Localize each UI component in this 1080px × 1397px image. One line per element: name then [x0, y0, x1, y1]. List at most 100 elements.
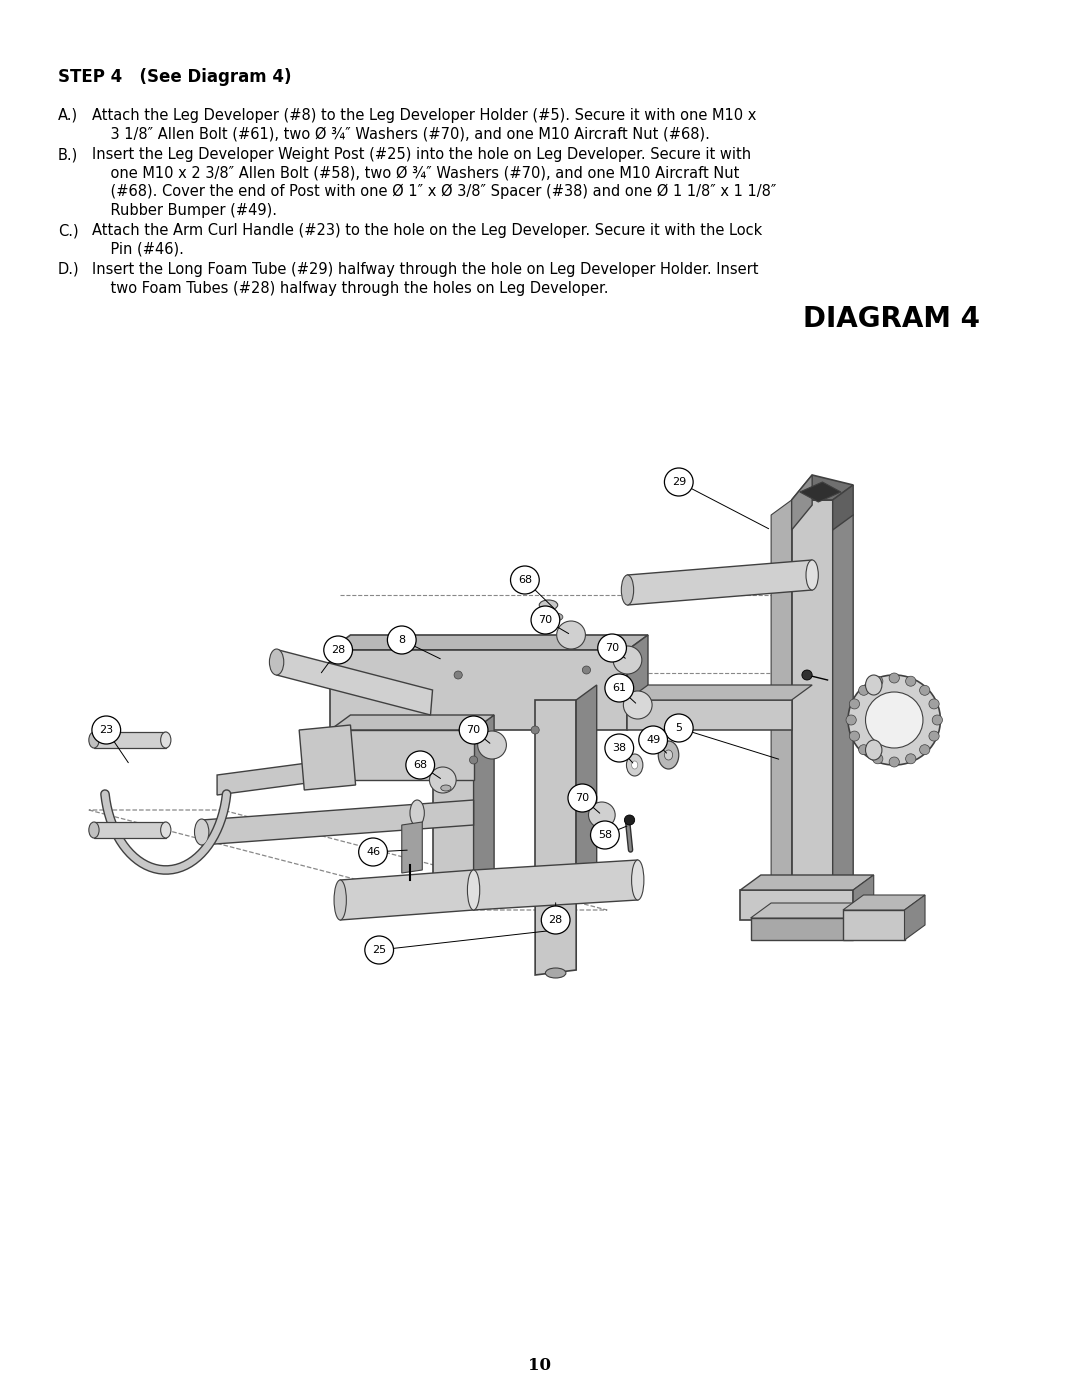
Polygon shape — [330, 636, 648, 650]
Circle shape — [623, 692, 652, 719]
Circle shape — [859, 745, 869, 754]
Text: Rubber Bumper (#49).: Rubber Bumper (#49). — [92, 203, 276, 218]
Circle shape — [664, 714, 693, 742]
Text: C.): C.) — [58, 224, 79, 237]
Ellipse shape — [194, 819, 208, 845]
Polygon shape — [741, 875, 874, 890]
Polygon shape — [94, 732, 166, 747]
Ellipse shape — [161, 821, 171, 838]
Text: Attach the Arm Curl Handle (#23) to the hole on the Leg Developer. Secure it wit: Attach the Arm Curl Handle (#23) to the … — [92, 224, 762, 237]
Ellipse shape — [626, 754, 643, 775]
Ellipse shape — [468, 870, 480, 909]
Circle shape — [664, 468, 693, 496]
Ellipse shape — [659, 740, 678, 768]
Text: D.): D.) — [58, 263, 80, 277]
Text: STEP 4   (See Diagram 4): STEP 4 (See Diagram 4) — [58, 68, 292, 87]
Circle shape — [865, 692, 923, 747]
Text: Pin (#46).: Pin (#46). — [92, 242, 184, 257]
Circle shape — [889, 757, 900, 767]
Text: 5: 5 — [675, 724, 683, 733]
Circle shape — [359, 838, 388, 866]
Polygon shape — [330, 715, 494, 731]
Circle shape — [597, 634, 626, 662]
Circle shape — [568, 784, 597, 812]
Circle shape — [624, 814, 635, 826]
Polygon shape — [853, 875, 874, 921]
Text: (#68). Cover the end of Post with one Ø 1″ x Ø 3/8″ Spacer (#38) and one Ø 1 1/8: (#68). Cover the end of Post with one Ø … — [92, 184, 777, 200]
Polygon shape — [473, 861, 637, 909]
Polygon shape — [330, 731, 473, 780]
Circle shape — [638, 726, 667, 754]
Ellipse shape — [549, 613, 563, 622]
Circle shape — [929, 731, 940, 740]
Ellipse shape — [161, 732, 171, 747]
Polygon shape — [627, 700, 792, 731]
Circle shape — [541, 907, 570, 935]
Polygon shape — [94, 821, 166, 838]
Polygon shape — [627, 685, 812, 700]
Polygon shape — [627, 560, 812, 605]
Polygon shape — [842, 909, 905, 940]
Circle shape — [849, 698, 860, 708]
Text: two Foam Tubes (#28) halfway through the holes on Leg Developer.: two Foam Tubes (#28) halfway through the… — [92, 281, 608, 296]
Ellipse shape — [865, 675, 882, 694]
Text: 3 1/8″ Allen Bolt (#61), two Ø ¾″ Washers (#70), and one M10 Aircraft Nut (#68).: 3 1/8″ Allen Bolt (#61), two Ø ¾″ Washer… — [92, 127, 710, 141]
Circle shape — [889, 673, 900, 683]
Circle shape — [531, 606, 559, 634]
Circle shape — [859, 686, 869, 696]
Text: 49: 49 — [646, 735, 660, 745]
Polygon shape — [536, 700, 577, 880]
Text: 70: 70 — [605, 643, 619, 652]
Text: 29: 29 — [672, 476, 686, 488]
Polygon shape — [792, 475, 853, 500]
Text: 70: 70 — [538, 615, 553, 624]
Circle shape — [511, 566, 539, 594]
Circle shape — [605, 733, 634, 761]
Ellipse shape — [269, 650, 284, 675]
Circle shape — [848, 675, 941, 766]
Circle shape — [873, 754, 882, 764]
Circle shape — [605, 673, 634, 703]
Circle shape — [801, 671, 812, 680]
Circle shape — [849, 731, 860, 740]
Circle shape — [454, 671, 462, 679]
Text: 58: 58 — [598, 830, 612, 840]
Polygon shape — [741, 890, 853, 921]
Text: 23: 23 — [99, 725, 113, 735]
Polygon shape — [833, 500, 853, 915]
Ellipse shape — [632, 861, 644, 900]
Circle shape — [591, 821, 619, 849]
Text: 46: 46 — [366, 847, 380, 856]
Circle shape — [873, 676, 882, 686]
Text: 61: 61 — [612, 683, 626, 693]
Text: 68: 68 — [414, 760, 428, 770]
Circle shape — [906, 676, 916, 686]
Circle shape — [582, 666, 591, 673]
Text: DIAGRAM 4: DIAGRAM 4 — [804, 305, 980, 332]
Polygon shape — [402, 821, 422, 873]
Polygon shape — [217, 760, 330, 795]
Polygon shape — [751, 918, 853, 940]
Circle shape — [906, 754, 916, 764]
Text: 70: 70 — [467, 725, 481, 735]
Text: B.): B.) — [58, 147, 78, 162]
Text: Insert the Long Foam Tube (#29) halfway through the hole on Leg Developer Holder: Insert the Long Foam Tube (#29) halfway … — [92, 263, 758, 277]
Text: 68: 68 — [517, 576, 532, 585]
Circle shape — [531, 726, 539, 733]
Polygon shape — [905, 895, 924, 940]
Circle shape — [846, 715, 856, 725]
Polygon shape — [842, 895, 924, 909]
Ellipse shape — [334, 880, 347, 921]
Circle shape — [388, 626, 416, 654]
Polygon shape — [800, 482, 841, 502]
Circle shape — [932, 715, 943, 725]
Polygon shape — [833, 485, 853, 529]
Ellipse shape — [806, 560, 819, 590]
Polygon shape — [432, 731, 473, 900]
Circle shape — [589, 802, 616, 828]
Circle shape — [365, 936, 393, 964]
Text: 28: 28 — [549, 915, 563, 925]
Polygon shape — [473, 715, 494, 900]
Ellipse shape — [539, 599, 557, 610]
Circle shape — [430, 767, 456, 793]
